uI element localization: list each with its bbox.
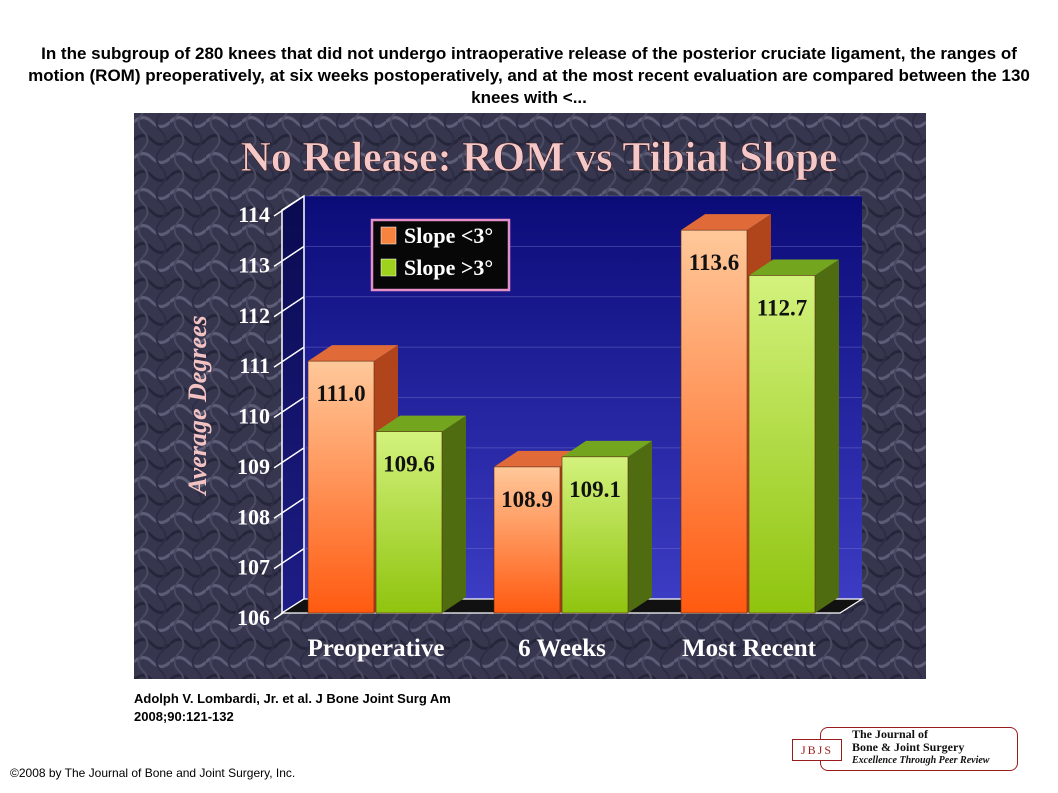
bar-value-label: 108.9	[501, 487, 553, 512]
copyright-notice: ©2008 by The Journal of Bone and Joint S…	[10, 766, 296, 780]
y-tick-label: 106	[237, 605, 270, 630]
bar	[680, 229, 748, 614]
bar-top	[308, 345, 398, 362]
y-tick-label: 113	[238, 252, 270, 277]
legend-label: Slope <3°	[404, 223, 493, 248]
bar-top	[681, 214, 771, 231]
y-tick-label: 108	[237, 504, 270, 529]
bar-top	[494, 450, 584, 467]
citation: Adolph V. Lombardi, Jr. et al. J Bone Jo…	[134, 690, 554, 726]
legend-label: Slope >3°	[404, 255, 493, 280]
logo-line-3: Excellence Through Peer Review	[852, 755, 990, 766]
bar-chart: No Release: ROM vs Tibial Slope Average …	[134, 113, 926, 679]
bar-top	[562, 440, 652, 457]
journal-logo: JBJS The Journal of Bone & Joint Surgery…	[792, 727, 1018, 771]
y-tick-mark	[273, 245, 305, 267]
bar-side	[815, 259, 839, 613]
legend-swatch	[380, 258, 397, 277]
bar-value-label: 109.1	[569, 477, 621, 502]
y-tick-label: 112	[238, 303, 270, 328]
bar-side	[628, 440, 652, 613]
y-tick-mark	[273, 296, 305, 318]
y-tick-mark	[273, 346, 305, 368]
y-axis-label: Average Degrees	[183, 315, 212, 496]
bar-value-label: 112.7	[757, 295, 807, 320]
y-tick-label: 110	[238, 404, 270, 429]
y-tick-mark	[273, 396, 305, 419]
y-tick-mark	[273, 548, 305, 570]
x-category-label: Preoperative	[308, 635, 445, 662]
chart-legend: Slope <3° Slope >3°	[370, 218, 511, 292]
logo-line-1: The Journal of	[852, 727, 929, 741]
bar-value-label: 113.6	[689, 250, 739, 275]
bar-side	[442, 415, 466, 613]
legend-swatch	[380, 226, 397, 245]
y-tick-mark	[273, 447, 305, 469]
bar	[375, 431, 443, 614]
y-tick-label: 111	[239, 353, 270, 378]
figure-caption: In the subgroup of 280 knees that did no…	[28, 44, 1030, 107]
bar-top	[749, 259, 839, 276]
bar-value-label: 111.0	[316, 381, 365, 406]
y-tick-mark	[273, 195, 305, 217]
bar	[748, 275, 816, 614]
y-tick-label: 107	[237, 555, 270, 580]
logo-line-2: Bone & Joint Surgery	[852, 740, 965, 754]
bar	[493, 466, 561, 614]
chart-slide: No Release: ROM vs Tibial Slope Average …	[134, 113, 926, 679]
bar	[561, 456, 629, 614]
logo-text: The Journal of Bone & Joint Surgery Exce…	[852, 728, 989, 767]
bar-top	[376, 415, 466, 432]
y-tick-label: 114	[238, 202, 270, 227]
citation-line-2: 2008;90:121-132	[134, 709, 234, 724]
y-tick-label: 109	[237, 454, 270, 479]
logo-badge: JBJS	[792, 739, 842, 761]
bar-value-label: 109.6	[383, 452, 435, 477]
chart-title: No Release: ROM vs Tibial Slope	[241, 135, 838, 181]
y-tick-mark	[273, 497, 305, 519]
logo-frame	[820, 727, 1018, 771]
citation-line-1: Adolph V. Lombardi, Jr. et al. J Bone Jo…	[134, 691, 451, 706]
bar	[307, 360, 375, 614]
x-category-label: 6 Weeks	[518, 635, 606, 662]
x-category-label: Most Recent	[682, 635, 817, 662]
